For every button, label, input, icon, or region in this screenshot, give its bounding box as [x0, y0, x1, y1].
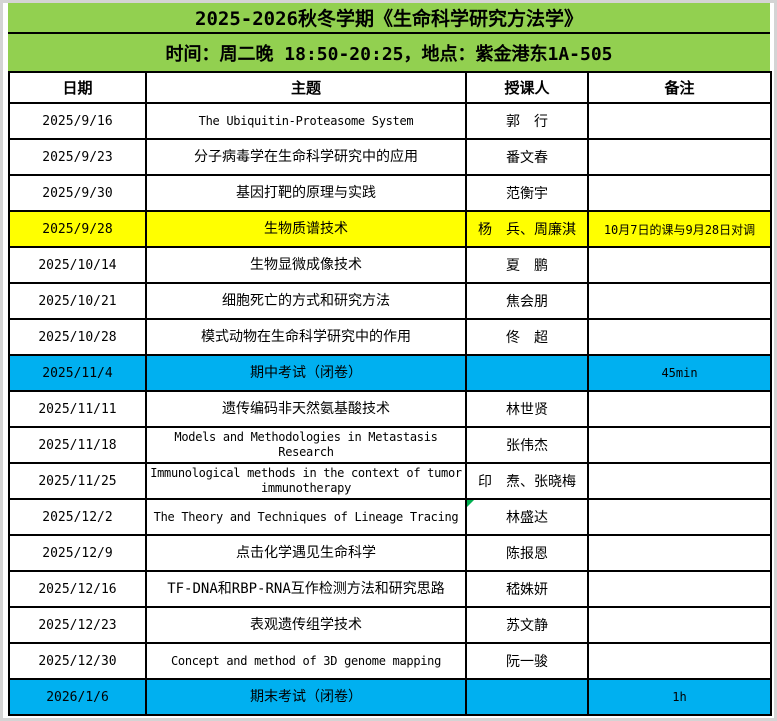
cell-speaker[interactable]: 印 焘、张晓梅 — [465, 462, 589, 500]
course-title[interactable]: 2025-2026秋冬学期《生命科学研究方法学》 — [8, 3, 770, 34]
cell-date[interactable]: 2025/12/30 — [8, 642, 147, 680]
table-row: 2025/12/30 Concept and method of 3D geno… — [8, 642, 772, 680]
cell-topic[interactable]: 基因打靶的原理与实践 — [145, 174, 467, 212]
table-row-midterm-exam: 2025/11/4 期中考试（闭卷） 45min — [8, 354, 772, 392]
cell-note[interactable] — [587, 426, 772, 464]
table-row: 2025/12/2 The Theory and Techniques of L… — [8, 498, 772, 536]
cell-date[interactable]: 2026/1/6 — [8, 678, 147, 716]
cell-note[interactable] — [587, 282, 772, 320]
cell-speaker[interactable]: 陈报恩 — [465, 534, 589, 572]
cell-note[interactable] — [587, 498, 772, 536]
course-schedule-sheet: 2025-2026秋冬学期《生命科学研究方法学》 时间：周二晚 18:50-20… — [8, 3, 772, 716]
table-row: 2025/9/16 The Ubiquitin-Proteasome Syste… — [8, 102, 772, 140]
cell-date[interactable]: 2025/9/16 — [8, 102, 147, 140]
cell-note[interactable] — [587, 246, 772, 284]
cell-note[interactable]: 10月7日的课与9月28日对调 — [587, 210, 772, 248]
cell-topic[interactable]: The Theory and Techniques of Lineage Tra… — [145, 498, 467, 536]
cell-date[interactable]: 2025/12/2 — [8, 498, 147, 536]
comment-flag-icon — [468, 501, 474, 507]
cell-date[interactable]: 2025/11/11 — [8, 390, 147, 428]
cell-date[interactable]: 2025/11/25 — [8, 462, 147, 500]
cell-topic[interactable]: 遗传编码非天然氨基酸技术 — [145, 390, 467, 428]
cell-note[interactable] — [587, 102, 772, 140]
table-row: 2025/12/16 TF-DNA和RBP-RNA互作检测方法和研究思路 嵇姝妍 — [8, 570, 772, 608]
cell-speaker[interactable]: 杨 兵、周廉淇 — [465, 210, 589, 248]
cell-note[interactable] — [587, 318, 772, 356]
cell-topic[interactable]: 模式动物在生命科学研究中的作用 — [145, 318, 467, 356]
table-row: 2025/11/18 Models and Methodologies in M… — [8, 426, 772, 464]
cell-speaker[interactable]: 郭 行 — [465, 102, 589, 140]
cell-topic[interactable]: 细胞死亡的方式和研究方法 — [145, 282, 467, 320]
column-header-date[interactable]: 日期 — [8, 71, 147, 104]
cell-speaker[interactable]: 苏文静 — [465, 606, 589, 644]
table-row: 2025/10/28 模式动物在生命科学研究中的作用 佟 超 — [8, 318, 772, 356]
cell-topic[interactable]: 生物显微成像技术 — [145, 246, 467, 284]
cell-speaker[interactable]: 焦会朋 — [465, 282, 589, 320]
cell-topic[interactable]: TF-DNA和RBP-RNA互作检测方法和研究思路 — [145, 570, 467, 608]
cell-date[interactable]: 2025/12/16 — [8, 570, 147, 608]
cell-topic[interactable]: 点击化学遇见生命科学 — [145, 534, 467, 572]
cell-note[interactable]: 1h — [587, 678, 772, 716]
cell-note[interactable] — [587, 390, 772, 428]
cell-note[interactable] — [587, 174, 772, 212]
cell-note[interactable] — [587, 534, 772, 572]
schedule-table: 日期 主题 授课人 备注 2025/9/16 The Ubiquitin-Pro… — [8, 71, 772, 716]
cell-date[interactable]: 2025/12/9 — [8, 534, 147, 572]
cell-date[interactable]: 2025/9/30 — [8, 174, 147, 212]
table-row: 2025/12/23 表观遗传组学技术 苏文静 — [8, 606, 772, 644]
cell-date[interactable]: 2025/9/28 — [8, 210, 147, 248]
cell-note[interactable] — [587, 138, 772, 176]
table-row: 2025/10/21 细胞死亡的方式和研究方法 焦会朋 — [8, 282, 772, 320]
cell-speaker[interactable]: 嵇姝妍 — [465, 570, 589, 608]
cell-note[interactable] — [587, 606, 772, 644]
table-row: 2025/9/30 基因打靶的原理与实践 范衡宇 — [8, 174, 772, 212]
cell-speaker[interactable]: 林世贤 — [465, 390, 589, 428]
cell-note[interactable] — [587, 642, 772, 680]
cell-speaker[interactable]: 佟 超 — [465, 318, 589, 356]
table-row: 2025/9/23 分子病毒学在生命科学研究中的应用 番文春 — [8, 138, 772, 176]
table-row-final-exam: 2026/1/6 期末考试（闭卷） 1h — [8, 678, 772, 716]
header-row: 日期 主题 授课人 备注 — [8, 71, 772, 104]
cell-topic[interactable]: 分子病毒学在生命科学研究中的应用 — [145, 138, 467, 176]
cell-topic[interactable]: Immunological methods in the context of … — [145, 462, 467, 500]
cell-speaker[interactable]: 范衡宇 — [465, 174, 589, 212]
cell-date[interactable]: 2025/12/23 — [8, 606, 147, 644]
cell-speaker[interactable] — [465, 678, 589, 716]
cell-date[interactable]: 2025/9/23 — [8, 138, 147, 176]
table-row: 2025/11/25 Immunological methods in the … — [8, 462, 772, 500]
table-row: 2025/11/11 遗传编码非天然氨基酸技术 林世贤 — [8, 390, 772, 428]
cell-date[interactable]: 2025/11/4 — [8, 354, 147, 392]
cell-topic[interactable]: 期中考试（闭卷） — [145, 354, 467, 392]
table-row: 2025/12/9 点击化学遇见生命科学 陈报恩 — [8, 534, 772, 572]
cell-topic[interactable]: Concept and method of 3D genome mapping — [145, 642, 467, 680]
cell-topic[interactable]: 生物质谱技术 — [145, 210, 467, 248]
column-header-speaker[interactable]: 授课人 — [465, 71, 589, 104]
cell-topic[interactable]: 期末考试（闭卷） — [145, 678, 467, 716]
cell-speaker[interactable]: 番文春 — [465, 138, 589, 176]
cell-note[interactable] — [587, 570, 772, 608]
cell-topic[interactable]: 表观遗传组学技术 — [145, 606, 467, 644]
course-time-location[interactable]: 时间：周二晚 18:50-20:25，地点：紫金港东1A-505 — [8, 34, 770, 71]
cell-note[interactable]: 45min — [587, 354, 772, 392]
column-header-note[interactable]: 备注 — [587, 71, 772, 104]
table-row: 2025/10/14 生物显微成像技术 夏 鹏 — [8, 246, 772, 284]
cell-topic[interactable]: Models and Methodologies in Metastasis R… — [145, 426, 467, 464]
cell-note[interactable] — [587, 462, 772, 500]
cell-speaker[interactable]: 张伟杰 — [465, 426, 589, 464]
cell-speaker[interactable]: 阮一骏 — [465, 642, 589, 680]
cell-speaker[interactable] — [465, 354, 589, 392]
cell-topic[interactable]: The Ubiquitin-Proteasome System — [145, 102, 467, 140]
cell-date[interactable]: 2025/10/14 — [8, 246, 147, 284]
cell-speaker[interactable]: 夏 鹏 — [465, 246, 589, 284]
cell-date[interactable]: 2025/10/21 — [8, 282, 147, 320]
cell-date[interactable]: 2025/10/28 — [8, 318, 147, 356]
cell-speaker[interactable]: 林盛达 — [465, 498, 589, 536]
column-header-topic[interactable]: 主题 — [145, 71, 467, 104]
cell-date[interactable]: 2025/11/18 — [8, 426, 147, 464]
table-row-highlighted-swap: 2025/9/28 生物质谱技术 杨 兵、周廉淇 10月7日的课与9月28日对调 — [8, 210, 772, 248]
